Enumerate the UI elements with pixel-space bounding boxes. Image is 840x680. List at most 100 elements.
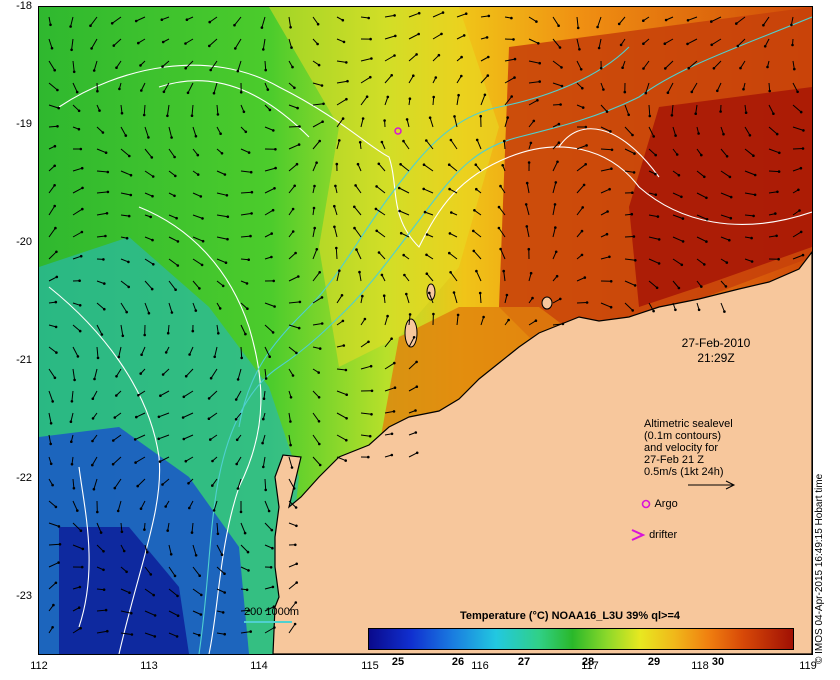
velocity-vector-head — [290, 466, 294, 469]
velocity-vector-head — [317, 371, 321, 374]
velocity-vector-head — [223, 632, 226, 636]
velocity-vector-head — [478, 291, 482, 295]
velocity-vector-head — [610, 167, 613, 170]
velocity-vector — [120, 126, 127, 136]
velocity-vector — [624, 302, 634, 311]
velocity-vector-head — [173, 194, 176, 198]
velocity-vector-head — [140, 353, 143, 357]
hottest-water-region — [629, 87, 812, 307]
velocity-vector — [235, 412, 242, 420]
velocity-vector-head — [113, 416, 117, 419]
velocity-vector — [333, 226, 338, 238]
velocity-vector — [288, 324, 300, 329]
velocity-vector-head — [161, 483, 164, 486]
velocity-vector-head — [292, 487, 296, 490]
velocity-vector — [48, 543, 61, 546]
velocity-vector — [528, 273, 532, 282]
velocity-vector — [72, 522, 82, 532]
date-label: 27-Feb-2010 — [681, 336, 751, 350]
velocity-vector — [456, 34, 465, 40]
velocity-vector-head — [166, 331, 170, 335]
velocity-vector-head — [414, 431, 418, 434]
velocity-vector — [48, 60, 56, 71]
velocity-vector-head — [344, 368, 348, 372]
velocity-vector — [672, 236, 684, 242]
velocity-vector — [399, 210, 410, 216]
y-tick-label: -22 — [16, 472, 32, 484]
velocity-vector — [216, 324, 219, 334]
image-timestamp: 27-Feb-2010 21:29Z — [666, 336, 766, 366]
velocity-vector — [473, 250, 482, 260]
velocity-vector-head — [125, 236, 129, 240]
velocity-vector-head — [249, 630, 252, 633]
velocity-vector-head — [133, 438, 137, 441]
velocity-vector-head — [579, 68, 583, 71]
velocity-vector — [168, 148, 176, 158]
x-tick-label: 118 — [691, 660, 709, 672]
velocity-vector-head — [790, 23, 793, 27]
velocity-vector-head — [417, 32, 421, 36]
velocity-vector-head — [69, 25, 72, 28]
velocity-vector — [764, 38, 770, 47]
velocity-vector-head — [596, 25, 599, 29]
velocity-vector-head — [584, 163, 587, 166]
velocity-vector — [72, 627, 81, 634]
velocity-vector-head — [294, 251, 297, 255]
velocity-vector — [237, 368, 242, 380]
velocity-vector-head — [272, 129, 275, 132]
velocity-vector-head — [294, 506, 298, 509]
velocity-vector-head — [157, 437, 160, 441]
velocity-vector — [432, 12, 444, 18]
velocity-vector-head — [142, 113, 146, 117]
velocity-vector-head — [320, 84, 324, 87]
velocity-vector-head — [728, 238, 731, 242]
velocity-vector-head — [554, 181, 558, 184]
velocity-vector-head — [274, 148, 277, 151]
velocity-vector — [72, 544, 83, 550]
velocity-vector-head — [176, 240, 180, 243]
velocity-vector — [237, 60, 242, 72]
velocity-vector — [192, 280, 200, 289]
velocity-vector-head — [271, 585, 275, 589]
velocity-vector — [360, 58, 372, 62]
velocity-vector-head — [268, 355, 271, 359]
velocity-vector — [240, 191, 252, 194]
velocity-vector-head — [663, 42, 667, 45]
velocity-vector-head — [318, 347, 322, 350]
velocity-vector — [336, 270, 340, 282]
velocity-vector-head — [212, 91, 216, 95]
velocity-vector — [360, 96, 368, 106]
velocity-vector — [475, 164, 482, 172]
velocity-vector-head — [291, 65, 294, 69]
velocity-vector — [456, 75, 462, 84]
velocity-vector — [312, 456, 321, 466]
velocity-vector-head — [464, 12, 468, 15]
velocity-vector-head — [599, 66, 603, 70]
velocity-vector-head — [58, 543, 62, 546]
velocity-vector-head — [134, 19, 138, 23]
velocity-vector-head — [580, 253, 584, 257]
velocity-vector-head — [200, 593, 203, 597]
velocity-vector-head — [609, 130, 612, 133]
drifter-label: drifter — [649, 528, 678, 541]
velocity-vector-head — [724, 285, 728, 288]
velocity-vector-head — [242, 110, 246, 114]
velocity-vector — [425, 140, 434, 150]
velocity-vector — [312, 249, 318, 260]
velocity-vector-head — [694, 112, 697, 115]
velocity-vector — [240, 170, 252, 173]
velocity-vector — [216, 522, 219, 534]
velocity-vector-head — [554, 226, 557, 229]
velocity-vector — [162, 60, 170, 67]
velocity-vector-head — [294, 601, 298, 604]
velocity-vector — [216, 104, 219, 115]
velocity-vector-head — [762, 23, 765, 27]
velocity-vector-head — [437, 53, 441, 57]
velocity-vector-head — [216, 532, 220, 536]
velocity-vector-head — [432, 95, 436, 99]
velocity-vector — [48, 390, 54, 402]
velocity-vector-head — [390, 432, 394, 436]
velocity-vector-head — [197, 633, 201, 637]
velocity-vector-head — [634, 259, 637, 262]
velocity-vector-head — [748, 134, 752, 137]
